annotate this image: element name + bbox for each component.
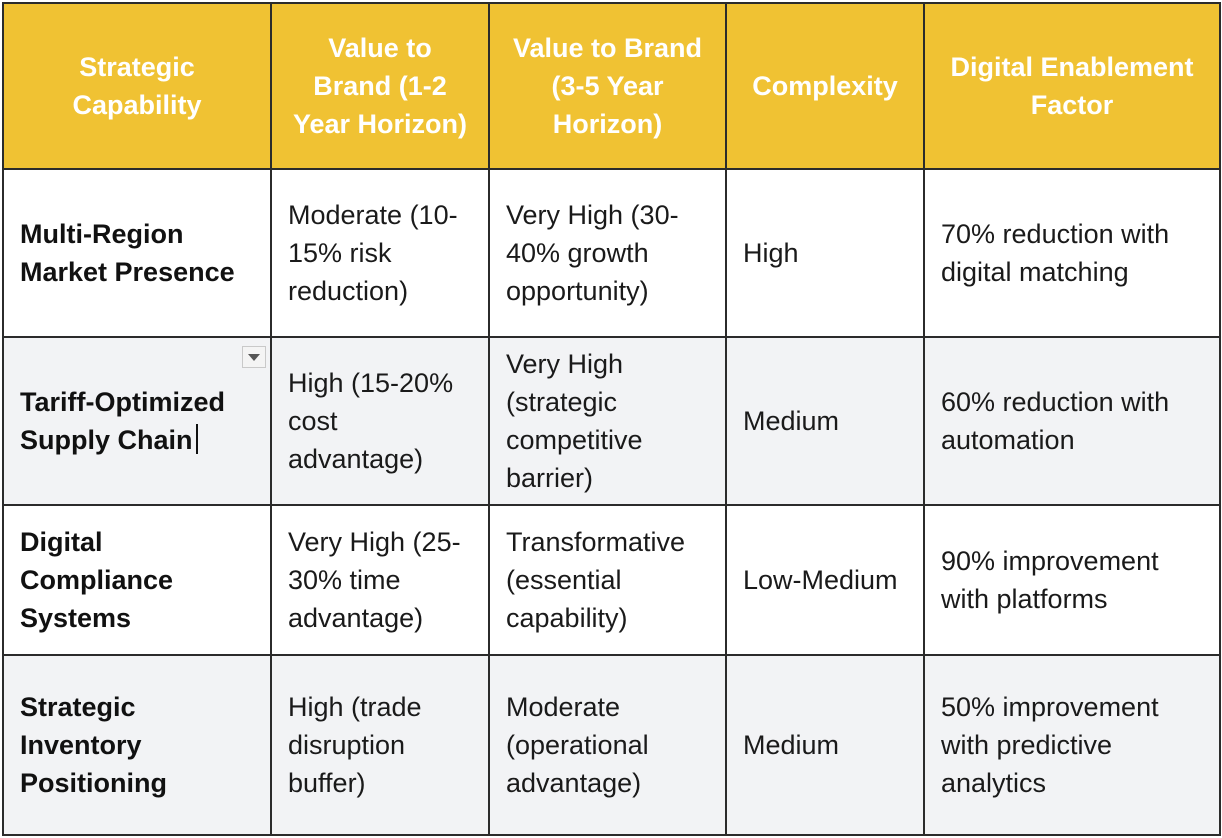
cell-digital-factor[interactable]: 70% reduction with digital matching <box>923 168 1221 338</box>
chevron-down-icon[interactable] <box>242 346 266 368</box>
cell-digital-factor[interactable]: 60% reduction with automation <box>923 336 1221 506</box>
cell-long-term-value[interactable]: Very High (strategic competitive barrier… <box>488 336 727 506</box>
table-row: Tariff-Optimized Supply Chain High (15-2… <box>2 336 1221 506</box>
header-complexity[interactable]: Complexity <box>725 2 925 170</box>
text-cursor <box>195 424 198 454</box>
header-strategic-capability[interactable]: Strategic Capability <box>2 2 272 170</box>
cell-complexity[interactable]: High <box>725 168 925 338</box>
table-row: Multi-Region Market Presence Moderate (1… <box>2 168 1221 338</box>
header-value-short-term[interactable]: Value to Brand (1-2 Year Horizon) <box>270 2 490 170</box>
table-row: Digital Compliance Systems Very High (25… <box>2 504 1221 656</box>
cell-capability-text: Tariff-Optimized Supply Chain <box>20 387 225 455</box>
cell-long-term-value[interactable]: Moderate (operational advantage) <box>488 654 727 836</box>
cell-complexity[interactable]: Low-Medium <box>725 504 925 656</box>
cell-capability-active[interactable]: Tariff-Optimized Supply Chain <box>2 336 272 506</box>
cell-digital-factor[interactable]: 90% improvement with platforms <box>923 504 1221 656</box>
cell-complexity[interactable]: Medium <box>725 336 925 506</box>
cell-digital-factor[interactable]: 50% improvement with predictive analytic… <box>923 654 1221 836</box>
cell-short-term-value[interactable]: High (15-20% cost advantage) <box>270 336 490 506</box>
cell-short-term-value[interactable]: High (trade disruption buffer) <box>270 654 490 836</box>
cell-capability[interactable]: Multi-Region Market Presence <box>2 168 272 338</box>
cell-long-term-value[interactable]: Very High (30-40% growth opportunity) <box>488 168 727 338</box>
cell-long-term-value[interactable]: Transformative (essential capability) <box>488 504 727 656</box>
cell-capability[interactable]: Strategic Inventory Positioning <box>2 654 272 836</box>
cell-complexity[interactable]: Medium <box>725 654 925 836</box>
cell-short-term-value[interactable]: Very High (25-30% time advantage) <box>270 504 490 656</box>
cell-short-term-value[interactable]: Moderate (10-15% risk reduction) <box>270 168 490 338</box>
header-value-long-term[interactable]: Value to Brand (3-5 Year Horizon) <box>488 2 727 170</box>
cell-capability[interactable]: Digital Compliance Systems <box>2 504 272 656</box>
table-row: Strategic Inventory Positioning High (tr… <box>2 654 1221 836</box>
header-row: Strategic Capability Value to Brand (1-2… <box>2 2 1221 170</box>
header-digital-enablement-factor[interactable]: Digital Enablement Factor <box>923 2 1221 170</box>
